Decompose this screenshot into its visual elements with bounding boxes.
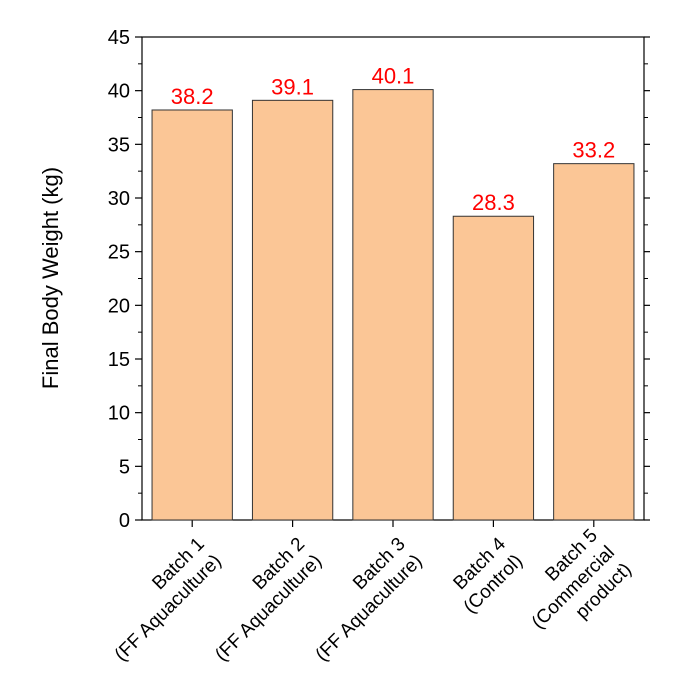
y-axis-label: Final Body Weight (kg) xyxy=(38,167,63,389)
y-tick-label: 0 xyxy=(119,510,130,532)
x-tick-labels: Batch 1(FF Aquaculture) Batch 2(FF Aquacu… xyxy=(111,525,636,666)
y-tick-label: 10 xyxy=(108,403,130,425)
bar xyxy=(452,215,535,521)
x-tick-label: Batch 1(FF Aquaculture) xyxy=(111,534,226,666)
x-axis xyxy=(191,520,595,527)
bar-value-label: 38.2 xyxy=(171,84,214,109)
bar-value-label: 33.2 xyxy=(572,138,615,163)
bar xyxy=(251,99,334,521)
x-tick-label: Batch 3(FF Aquaculture) xyxy=(312,534,427,666)
y-tick-label: 30 xyxy=(108,188,130,210)
bar xyxy=(352,89,434,521)
bar xyxy=(151,109,233,521)
x-tick-label: Batch 4(Control) xyxy=(450,533,527,617)
y-tick-label: 20 xyxy=(108,295,130,317)
value-labels: 38.2 39.1 40.1 28.3 33.2 xyxy=(171,64,615,216)
bar xyxy=(553,163,635,521)
y-tick-label: 40 xyxy=(108,81,130,103)
bar-value-label: 39.1 xyxy=(271,74,314,99)
bar-value-label: 28.3 xyxy=(472,190,515,215)
bar-value-label: 40.1 xyxy=(372,64,415,89)
y-tick-label: 25 xyxy=(108,242,130,264)
y-axis: 0 5 10 15 20 25 30 35 40 45 xyxy=(108,27,650,532)
y-tick-label: 15 xyxy=(108,349,130,371)
bar-series xyxy=(151,89,635,521)
x-tick-label: Batch 2(FF Aquaculture) xyxy=(211,534,326,666)
y-tick-label: 35 xyxy=(108,134,130,156)
y-tick-label: 45 xyxy=(108,27,130,49)
y-tick-label: 5 xyxy=(119,456,130,478)
